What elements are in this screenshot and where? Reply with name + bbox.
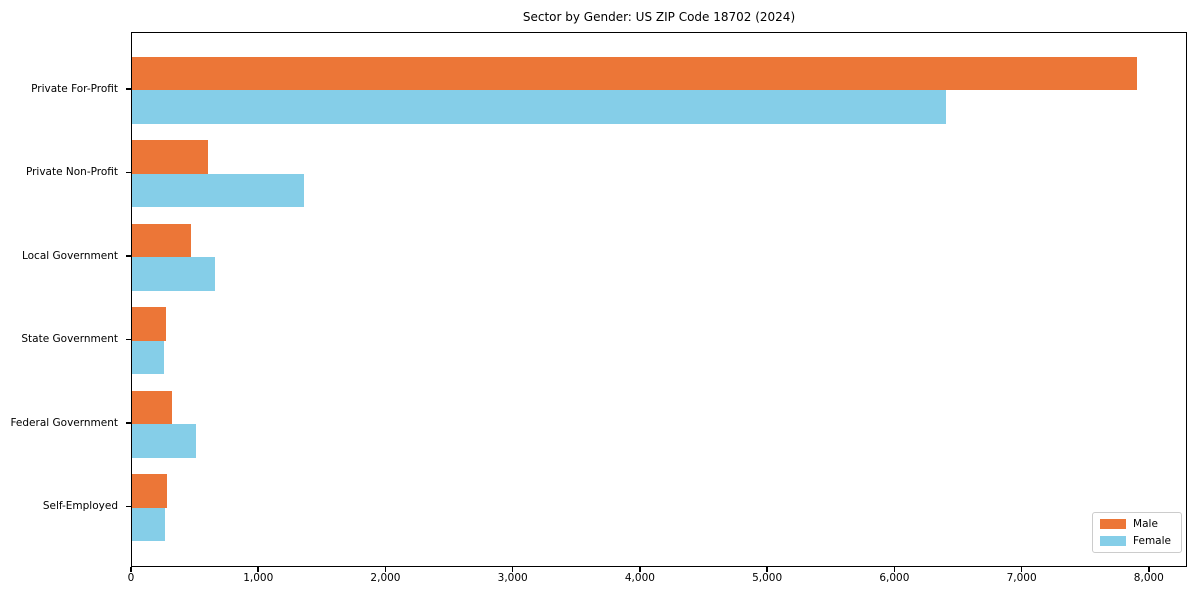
bar-male-local-government — [132, 223, 191, 257]
male-swatch-icon — [1100, 519, 1127, 529]
ytick-mark — [126, 255, 131, 257]
xtick-label-7000: 7,000 — [1006, 572, 1037, 584]
xtick-mark — [1020, 567, 1023, 572]
xtick-label-8000: 8,000 — [1133, 572, 1164, 584]
xtick-mark — [766, 567, 768, 572]
ytick-mark — [126, 422, 131, 424]
chart-title: Sector by Gender: US ZIP Code 18702 (202… — [522, 10, 796, 24]
ytick-mark — [126, 88, 131, 90]
ytick-mark — [126, 338, 131, 341]
xtick-label-3000: 3,000 — [497, 572, 528, 584]
legend-label-female: Female — [1133, 535, 1171, 547]
xtick-label-6000: 6,000 — [879, 572, 910, 584]
xtick-label-0: 0 — [127, 572, 135, 584]
xtick-mark — [384, 567, 387, 572]
bar-female-private-for-profit — [132, 90, 947, 124]
xtick-mark — [257, 567, 259, 572]
legend-label-male: Male — [1133, 518, 1158, 530]
bar-female-federal-government — [132, 424, 197, 458]
ytick-label-self-employed: Self-Employed — [42, 500, 118, 512]
female-swatch-icon — [1100, 536, 1127, 546]
xtick-label-5000: 5,000 — [752, 572, 783, 584]
xtick-mark — [511, 567, 514, 572]
bar-female-self-employed — [132, 507, 166, 541]
bar-male-state-government — [132, 307, 167, 341]
xtick-mark — [130, 567, 132, 572]
ytick-label-state-government: State Government — [21, 333, 118, 345]
ytick-label-local-government: Local Government — [21, 249, 118, 262]
bar-male-self-employed — [132, 474, 167, 508]
bar-male-private-for-profit — [132, 56, 1138, 90]
xtick-mark — [639, 567, 641, 572]
xtick-label-4000: 4,000 — [624, 572, 655, 584]
xtick-label-1000: 1,000 — [243, 572, 274, 584]
bar-male-private-non-profit — [132, 140, 209, 174]
plot-area: Male Female — [131, 32, 1187, 567]
xtick-mark — [893, 567, 896, 572]
bar-male-federal-government — [132, 390, 173, 424]
bar-female-state-government — [132, 340, 164, 374]
xtick-mark — [1148, 567, 1150, 572]
ytick-label-private-for-profit: Private For-Profit — [31, 82, 118, 95]
bar-female-local-government — [132, 257, 216, 291]
xtick-label-2000: 2,000 — [370, 572, 401, 584]
bar-female-private-non-profit — [132, 173, 304, 207]
legend: Male Female — [1092, 512, 1182, 553]
ytick-label-federal-government: Federal Government — [10, 416, 118, 429]
legend-item-male: Male — [1100, 518, 1171, 530]
ytick-label-private-non-profit: Private Non-Profit — [25, 166, 118, 178]
ytick-mark — [126, 171, 131, 174]
legend-item-female: Female — [1100, 535, 1171, 547]
ytick-mark — [126, 505, 131, 508]
